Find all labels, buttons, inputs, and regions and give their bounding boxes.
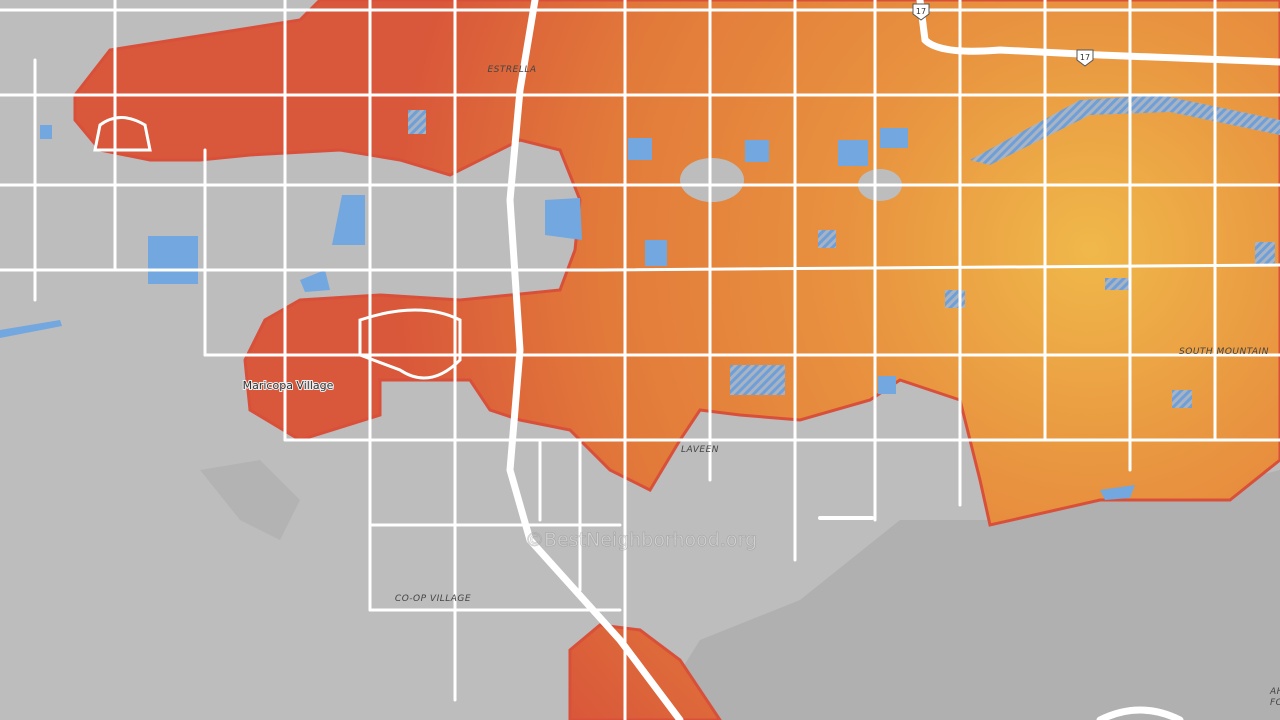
highway (506, 0, 684, 720)
place-label: LAVEEN (681, 445, 719, 455)
highway (916, 0, 1280, 66)
highway-shield: 17 (1076, 49, 1094, 67)
gap (680, 158, 744, 202)
highway (1096, 706, 1184, 720)
heat-region (73, 0, 1280, 527)
highway-shield: 17 (912, 3, 930, 21)
place-label: ESTRELLA (487, 65, 536, 75)
water (0, 125, 1135, 500)
terrain (650, 470, 1280, 720)
place-label: AH (1269, 687, 1280, 697)
place-label: SOUTH MOUNTAIN (1179, 347, 1269, 357)
terrain (200, 460, 300, 540)
shield-label: 17 (916, 7, 926, 16)
watermark: ©BestNeighborhood.org (525, 529, 757, 551)
place-label: CO-OP VILLAGE (395, 594, 471, 604)
shield-label: 17 (1080, 53, 1090, 62)
place-label: Maricopa Village (243, 379, 334, 392)
place-label: FO (1270, 698, 1280, 708)
